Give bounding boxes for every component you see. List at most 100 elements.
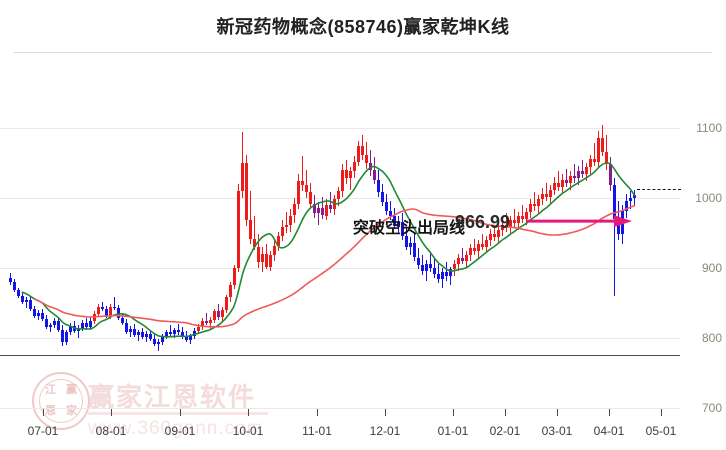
candle-body bbox=[489, 234, 492, 240]
candle-body bbox=[529, 203, 532, 212]
candle-body bbox=[245, 163, 248, 221]
candle-body bbox=[33, 309, 36, 316]
candle-body bbox=[65, 332, 68, 343]
candle-body bbox=[433, 268, 436, 274]
candle-body bbox=[217, 311, 220, 317]
candle-body bbox=[9, 277, 12, 282]
candle-body bbox=[473, 248, 476, 252]
candle-body bbox=[85, 322, 88, 328]
candle-body bbox=[241, 163, 244, 191]
candle-body bbox=[421, 265, 424, 271]
candle-body bbox=[37, 312, 40, 316]
candle-body bbox=[413, 242, 416, 258]
x-axis-label: 02-01 bbox=[489, 424, 521, 438]
candle-body bbox=[117, 307, 120, 318]
annotation-value: 966.99 bbox=[455, 212, 511, 232]
x-axis-label: 09-01 bbox=[164, 424, 196, 438]
candle-body bbox=[449, 269, 452, 277]
candle-body bbox=[169, 332, 172, 334]
candle-wick bbox=[574, 164, 575, 183]
candle-body bbox=[517, 216, 520, 224]
x-axis-label: 08-01 bbox=[95, 424, 127, 438]
x-axis-label: 11-01 bbox=[302, 424, 332, 438]
x-axis-label: 04-01 bbox=[593, 424, 625, 438]
seal-char: 赢 bbox=[66, 384, 77, 396]
candle-body bbox=[105, 309, 108, 317]
y-axis-label: 700 bbox=[701, 401, 722, 415]
candle-body bbox=[441, 272, 444, 280]
gridline bbox=[0, 268, 680, 269]
y-axis-label: 900 bbox=[701, 261, 722, 275]
candle-body bbox=[597, 137, 600, 162]
candle-body bbox=[89, 321, 92, 328]
candle-body bbox=[617, 219, 620, 235]
page-title: 新冠药物概念(858746)赢家乾坤K线 bbox=[216, 17, 510, 37]
x-axis-label: 07-01 bbox=[27, 424, 59, 438]
x-axis-tick bbox=[248, 409, 249, 416]
candle-body bbox=[329, 205, 332, 210]
seal-char: 江 bbox=[45, 384, 56, 396]
candle-wick bbox=[206, 312, 207, 326]
candle-body bbox=[321, 207, 324, 216]
candle-body bbox=[185, 336, 188, 341]
candle-body bbox=[81, 322, 84, 329]
candle-wick bbox=[170, 325, 171, 336]
candle-body bbox=[133, 328, 136, 336]
candle-body bbox=[281, 227, 284, 236]
candle-wick bbox=[306, 170, 307, 198]
candle-body bbox=[49, 324, 52, 327]
candle-body bbox=[141, 332, 144, 337]
candle-body bbox=[613, 185, 616, 219]
candle-body bbox=[293, 203, 296, 216]
candle-body bbox=[513, 220, 516, 224]
candle-body bbox=[45, 319, 48, 327]
candle-body bbox=[77, 328, 80, 331]
x-axis-tick bbox=[609, 409, 610, 416]
candle-body bbox=[305, 185, 308, 193]
candle-body bbox=[149, 333, 152, 339]
candle-body bbox=[557, 182, 560, 187]
x-axis-tick bbox=[661, 409, 662, 416]
candle-body bbox=[477, 244, 480, 252]
candle-body bbox=[569, 175, 572, 183]
candle-body bbox=[17, 289, 20, 296]
seal-logo-icon: 江 赢 恩 家 bbox=[32, 372, 90, 430]
gridline bbox=[0, 128, 680, 129]
x-axis-tick bbox=[317, 409, 318, 416]
candle-body bbox=[561, 179, 564, 187]
title-divider bbox=[14, 52, 712, 53]
candle-wick bbox=[514, 209, 515, 228]
candle-body bbox=[593, 158, 596, 162]
candle-body bbox=[621, 210, 624, 235]
candle-body bbox=[553, 182, 556, 190]
candle-body bbox=[381, 192, 384, 203]
candle-body bbox=[265, 254, 268, 267]
candle-body bbox=[573, 175, 576, 179]
candle-body bbox=[325, 205, 328, 216]
candle-body bbox=[361, 146, 364, 155]
candle-body bbox=[101, 306, 104, 310]
candle-body bbox=[161, 336, 164, 343]
gridline bbox=[0, 408, 680, 409]
x-axis-tick bbox=[505, 409, 506, 416]
x-axis-baseline bbox=[0, 355, 680, 356]
candle-body bbox=[453, 263, 456, 270]
candle-body bbox=[109, 306, 112, 317]
candle-body bbox=[577, 171, 580, 179]
candle-body bbox=[349, 171, 352, 179]
candle-body bbox=[609, 164, 612, 186]
candle-body bbox=[545, 193, 548, 197]
candle-body bbox=[257, 247, 260, 263]
candle-wick bbox=[158, 339, 159, 351]
candle-body bbox=[253, 238, 256, 247]
x-axis-tick bbox=[180, 409, 181, 416]
gridline bbox=[0, 198, 680, 199]
candle-body bbox=[409, 242, 412, 247]
candle-body bbox=[29, 299, 32, 310]
x-axis-label: 05-01 bbox=[645, 424, 677, 438]
seal-char: 家 bbox=[66, 405, 77, 417]
candle-body bbox=[73, 326, 76, 331]
candle-body bbox=[233, 268, 236, 285]
candle-body bbox=[445, 272, 448, 277]
